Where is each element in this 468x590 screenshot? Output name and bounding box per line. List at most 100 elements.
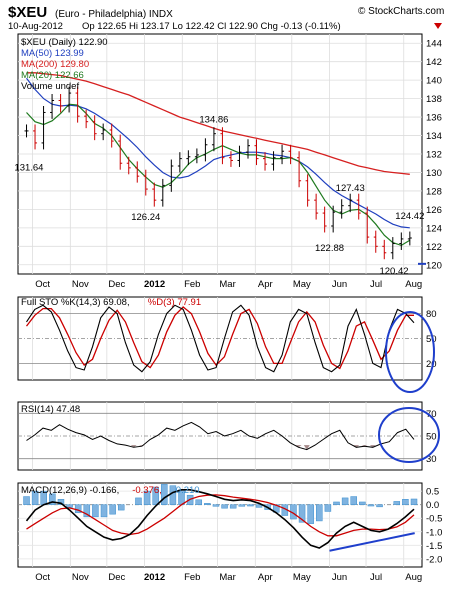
month-label: Nov [72, 572, 89, 583]
price-tick-label: 144 [426, 39, 442, 50]
macd-histogram-bar [23, 496, 30, 505]
ma200-legend-0: MA(200) 129.80 [21, 59, 89, 70]
macd-histogram-bar [333, 501, 340, 505]
month-label: Aug [405, 279, 422, 290]
macd-histogram-bar [109, 504, 116, 515]
month-label: May [293, 279, 311, 290]
chart-name: (Euro - Philadelphia) INDX [55, 9, 173, 20]
macd-histogram-bar [195, 499, 202, 505]
macd-tick-label: -1.0 [426, 527, 442, 538]
month-label: Aug [405, 572, 422, 583]
price-tick-label: 130 [426, 168, 442, 179]
rsi-tick-label: 50 [426, 432, 437, 443]
macd-signal-line [26, 494, 415, 537]
x-axis-months: Oct Oct Nov Nov Dec Dec 2012 2012 Feb Feb Mar Mar Ap… [35, 279, 422, 583]
month-label: Mar [219, 572, 235, 583]
price-tick-label: 128 [426, 186, 442, 197]
month-label: Jun [332, 572, 347, 583]
price-tick-label: 134 [426, 131, 442, 142]
price-annotation-label: 126.24 [131, 212, 160, 223]
sto-tick-label: 20 [426, 359, 437, 370]
macd-histogram-bar [100, 504, 108, 518]
sto-tick-label: 50 [426, 334, 437, 345]
price-annotation-label: 127.43 [336, 183, 365, 194]
rsi-tick-label: 70 [426, 409, 437, 420]
macd-histogram-bar [376, 504, 383, 508]
macd-legend-0: MACD(12,26,9) -0.166, [21, 485, 119, 496]
macd-line [25, 489, 415, 549]
macd-histogram-bar [204, 503, 211, 505]
price-tick-label: 136 [426, 113, 442, 124]
price-tick-label: 120 [426, 260, 442, 271]
macd-histogram-bar [135, 497, 142, 505]
macd-histogram-bar [402, 499, 409, 505]
price-tick-label: 124 [426, 223, 442, 234]
month-label: Dec [108, 279, 125, 290]
macd-histogram-bar [83, 504, 91, 518]
month-label: Apr [258, 279, 273, 290]
price-legend-0: $XEU (Daily) 122.90 [21, 37, 108, 48]
price-annotation-label: 134.86 [199, 115, 228, 126]
ma20-line [26, 103, 411, 247]
macd-histogram-bar [31, 490, 39, 505]
rsi-line [26, 421, 415, 451]
month-label: Oct [35, 279, 50, 290]
month-label: 2012 [144, 572, 165, 583]
rsi-legend-0: RSI(14) 47.48 [21, 404, 80, 415]
macd-histogram-bar [350, 496, 357, 505]
panel-frame [17, 482, 423, 568]
ma50-legend-0: MA(50) 123.99 [21, 48, 84, 59]
macd-panel: 0.5 0.0 -0.5 -1.0 -1.5 -2.0 MACD(12,26,9) -0.1… [17, 482, 442, 568]
sto-tick-label: 80 [426, 309, 437, 320]
macd-histogram-bar [410, 498, 418, 505]
month-label: Nov [72, 279, 89, 290]
month-label: Dec [108, 572, 125, 583]
chart-symbol: $XEU [8, 4, 47, 21]
macd-histogram-bar [367, 504, 375, 507]
macd-histogram-bar [49, 493, 56, 505]
price-annotation-label: 131.64 [14, 162, 43, 173]
month-label: Oct [35, 572, 50, 583]
price-tick-label: 132 [426, 150, 442, 161]
macd-histogram-bar [393, 501, 401, 505]
macd-histogram-bar [316, 504, 323, 522]
macd-tick-label: -0.5 [426, 514, 442, 525]
macd-histogram-bar [161, 484, 168, 505]
month-label: Feb [184, 279, 200, 290]
macd-tick-label: 0.5 [426, 487, 439, 498]
price-tick-label: 122 [426, 242, 442, 253]
price-tick-label: 138 [426, 94, 442, 105]
price-annotation-label: 122.88 [315, 243, 344, 254]
month-label: Mar [219, 279, 235, 290]
macd-tick-label: 0.0 [426, 500, 439, 511]
macd-histogram-bar [324, 504, 332, 512]
macd-histogram-bar [66, 504, 73, 508]
month-label: Jul [370, 279, 382, 290]
macd-histogram-bar [143, 490, 151, 505]
sto-legend-0: Full STO %K(14,3) 69.08, [21, 297, 130, 308]
quote-down-arrow-icon [434, 23, 442, 29]
macd-histogram-bar [359, 501, 366, 505]
month-label: 2012 [144, 279, 165, 290]
sto-legend-1: %D(3) 77.91 [148, 297, 201, 308]
macd-histogram-bar [152, 486, 159, 505]
price-annotation-label: 124.42 [395, 211, 424, 222]
highlight-circle [378, 407, 440, 463]
month-label: May [293, 572, 311, 583]
macd-histogram-bar [57, 499, 65, 505]
sto-d-line [25, 306, 414, 370]
ma200-line [26, 72, 410, 175]
price-annotation-label: 120.42 [379, 266, 408, 277]
macd-histogram-bar [307, 504, 314, 524]
ma50-line [26, 77, 410, 229]
month-label: Jul [370, 572, 382, 583]
macd-histogram-bar [212, 504, 220, 507]
macd-histogram-bar [255, 504, 263, 508]
macd-histogram-bar [298, 504, 306, 523]
chart-date: 10-Aug-2012 [8, 21, 63, 32]
macd-histogram-bar [221, 504, 228, 509]
price-tick-label: 126 [426, 205, 442, 216]
macd-histogram-bar [238, 504, 246, 507]
rsi-panel: 70 50 30 RSI(14) 47.48 [17, 401, 440, 471]
macd-tick-label: -2.0 [426, 554, 442, 565]
